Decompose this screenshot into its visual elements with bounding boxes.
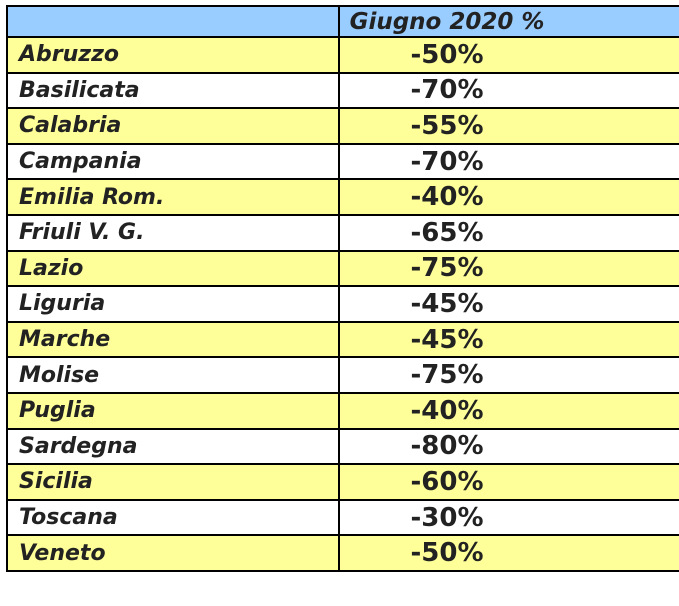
table-row: Molise -75%	[6, 356, 679, 394]
table-row: Emilia Rom. -40%	[6, 178, 679, 216]
region-cell: Liguria	[6, 285, 340, 323]
table-row: Sicilia -60%	[6, 463, 679, 501]
value-cell: -50%	[338, 534, 679, 572]
value-cell: -45%	[338, 320, 679, 359]
value-cell: -50%	[338, 36, 679, 74]
region-cell: Veneto	[6, 534, 340, 572]
region-cell: Sicilia	[6, 463, 340, 501]
value-cell: -60%	[338, 463, 679, 501]
value-cell: -55%	[338, 107, 679, 145]
header-region	[6, 5, 340, 38]
value-cell: -40%	[338, 391, 679, 430]
region-cell: Puglia	[6, 391, 340, 430]
region-cell: Lazio	[6, 249, 340, 288]
region-table: Giugno 2020 % Abruzzo -50% Basilicata -70% C…	[6, 5, 679, 572]
region-cell: Abruzzo	[6, 36, 340, 74]
value-cell: -40%	[338, 178, 679, 216]
value-cell: -80%	[338, 427, 679, 466]
table-container: Giugno 2020 % Abruzzo -50% Basilicata -70% C…	[6, 5, 679, 572]
region-cell: Molise	[6, 356, 340, 394]
region-cell: Friuli V. G.	[6, 213, 340, 252]
table-row: Lazio -75%	[6, 249, 679, 288]
region-cell: Marche	[6, 320, 340, 359]
value-cell: -30%	[338, 498, 679, 537]
table-row: Veneto -50%	[6, 534, 679, 572]
region-cell: Emilia Rom.	[6, 178, 340, 216]
table-row: Abruzzo -50%	[6, 36, 679, 74]
header-row: Giugno 2020 %	[6, 5, 679, 38]
table-row: Puglia -40%	[6, 391, 679, 430]
region-cell: Calabria	[6, 107, 340, 145]
table-row: Campania -70%	[6, 142, 679, 181]
table-row: Basilicata -70%	[6, 71, 679, 110]
table-row: Friuli V. G. -65%	[6, 213, 679, 252]
region-cell: Toscana	[6, 498, 340, 537]
header-value: Giugno 2020 %	[338, 5, 679, 38]
value-cell: -70%	[338, 71, 679, 110]
value-cell: -75%	[338, 356, 679, 394]
table-row: Sardegna -80%	[6, 427, 679, 466]
region-cell: Sardegna	[6, 427, 340, 466]
region-cell: Campania	[6, 142, 340, 181]
value-cell: -45%	[338, 285, 679, 323]
value-cell: -75%	[338, 249, 679, 288]
value-cell: -65%	[338, 213, 679, 252]
value-cell: -70%	[338, 142, 679, 181]
table-row: Toscana -30%	[6, 498, 679, 537]
table-row: Calabria -55%	[6, 107, 679, 145]
table-row: Marche -45%	[6, 320, 679, 359]
region-cell: Basilicata	[6, 71, 340, 110]
table-row: Liguria -45%	[6, 285, 679, 323]
